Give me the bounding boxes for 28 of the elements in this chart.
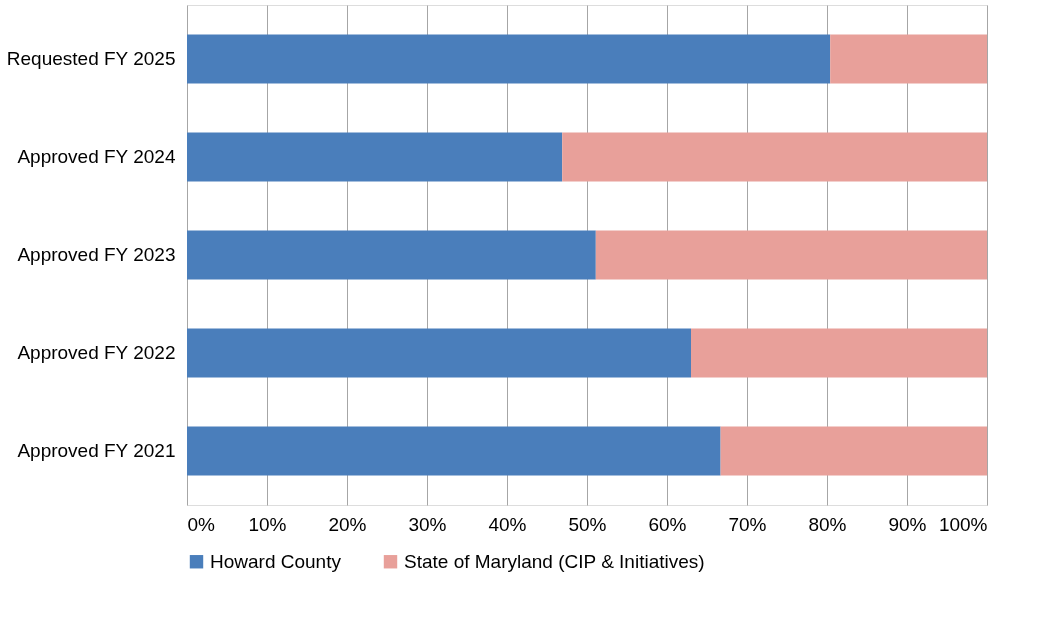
bar	[595, 230, 987, 280]
x-tick-label: 70%	[728, 513, 767, 535]
x-tick-label: 20%	[328, 513, 367, 535]
bar	[187, 230, 596, 280]
bar	[187, 34, 831, 84]
y-tick-label: Requested FY 2025	[6, 47, 176, 69]
legend-label: State of Maryland (CIP & Initiatives)	[404, 550, 705, 572]
y-tick-label: Approved FY 2023	[17, 244, 176, 265]
bar	[187, 328, 691, 378]
x-tick-label: 10%	[248, 513, 287, 535]
x-tick-label: 100%	[938, 513, 988, 535]
x-tick-label: 60%	[648, 513, 687, 535]
legend-label: Howard County	[210, 550, 342, 572]
y-tick-label: Approved FY 2021	[17, 440, 176, 462]
bar	[562, 132, 987, 182]
x-tick-label: 0%	[187, 513, 216, 535]
bar	[691, 328, 987, 378]
x-tick-label: 50%	[568, 513, 607, 535]
y-tick-label: Approved FY 2024	[17, 145, 176, 167]
bar	[187, 132, 563, 182]
x-tick-label: 90%	[888, 513, 927, 535]
y-tick-label: Approved FY 2022	[17, 342, 176, 364]
x-tick-label: 30%	[408, 513, 447, 535]
x-tick-label: 40%	[488, 513, 527, 535]
bar	[187, 426, 721, 476]
x-tick-label: 80%	[808, 513, 847, 535]
bar	[720, 426, 987, 476]
bar	[830, 34, 987, 84]
